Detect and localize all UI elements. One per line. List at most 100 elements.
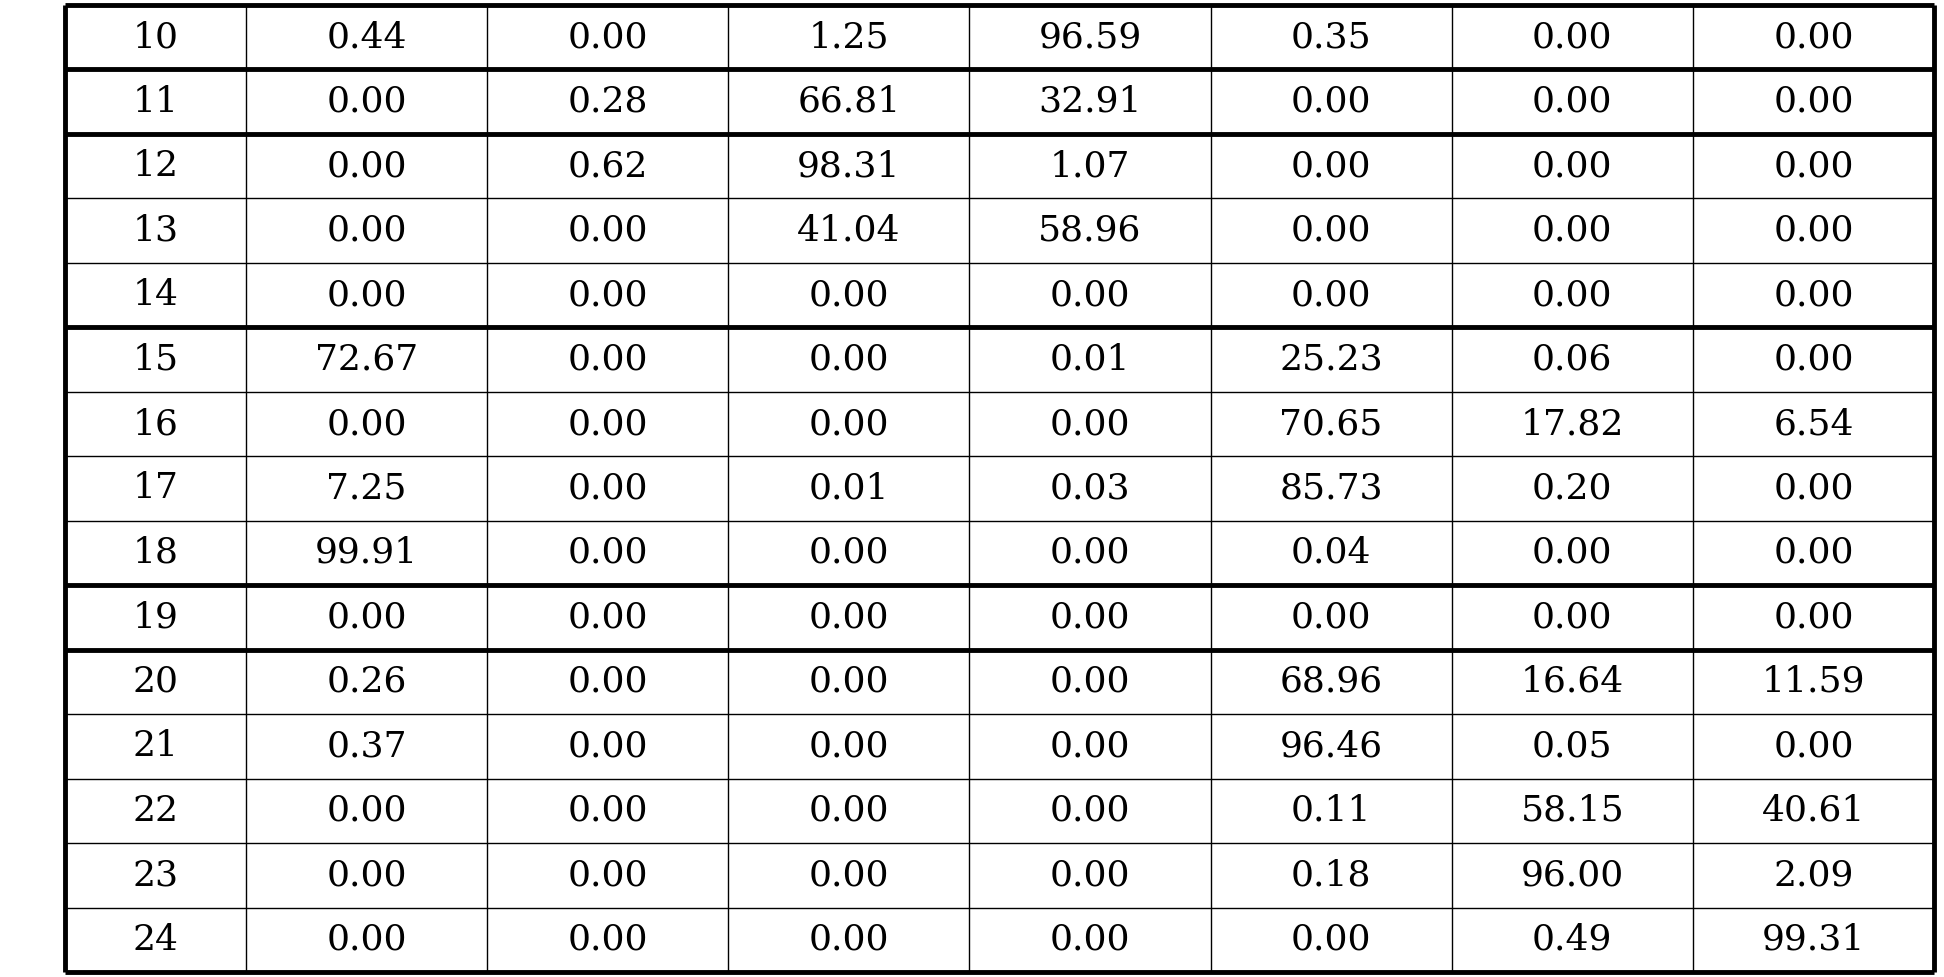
Text: 41.04: 41.04 — [797, 214, 900, 247]
Text: 0.00: 0.00 — [1532, 149, 1612, 183]
Text: 85.73: 85.73 — [1279, 472, 1382, 505]
Text: 0.49: 0.49 — [1532, 922, 1612, 956]
Text: 0.00: 0.00 — [1050, 730, 1129, 763]
Text: 72.67: 72.67 — [315, 343, 418, 376]
Text: 0.00: 0.00 — [568, 536, 647, 570]
Text: 16: 16 — [132, 407, 179, 441]
Text: 0.01: 0.01 — [809, 472, 888, 505]
Text: 10: 10 — [132, 21, 179, 55]
Text: 0.00: 0.00 — [327, 794, 406, 828]
Text: 17: 17 — [132, 472, 179, 505]
Text: 0.20: 0.20 — [1532, 472, 1612, 505]
Text: 18: 18 — [132, 536, 179, 570]
Text: 96.46: 96.46 — [1279, 730, 1382, 763]
Text: 0.00: 0.00 — [1532, 278, 1612, 312]
Text: 0.44: 0.44 — [327, 21, 406, 55]
Text: 12: 12 — [132, 149, 179, 183]
Text: 22: 22 — [132, 794, 179, 828]
Text: 0.00: 0.00 — [1773, 149, 1855, 183]
Text: 32.91: 32.91 — [1038, 85, 1141, 118]
Text: 0.00: 0.00 — [1050, 859, 1129, 892]
Text: 6.54: 6.54 — [1773, 407, 1855, 441]
Text: 0.00: 0.00 — [568, 214, 647, 247]
Text: 0.00: 0.00 — [1532, 85, 1612, 118]
Text: 0.00: 0.00 — [1773, 85, 1855, 118]
Text: 0.62: 0.62 — [568, 149, 647, 183]
Text: 0.00: 0.00 — [568, 730, 647, 763]
Text: 0.00: 0.00 — [1532, 536, 1612, 570]
Text: 0.00: 0.00 — [568, 407, 647, 441]
Text: 0.00: 0.00 — [327, 859, 406, 892]
Text: 0.00: 0.00 — [327, 922, 406, 956]
Text: 0.00: 0.00 — [327, 85, 406, 118]
Text: 20: 20 — [132, 665, 179, 699]
Text: 14: 14 — [132, 278, 179, 312]
Text: 23: 23 — [132, 859, 179, 892]
Text: 0.00: 0.00 — [809, 343, 888, 376]
Text: 15: 15 — [132, 343, 179, 376]
Text: 16.64: 16.64 — [1520, 665, 1623, 699]
Text: 1.07: 1.07 — [1050, 149, 1129, 183]
Text: 0.00: 0.00 — [809, 922, 888, 956]
Text: 0.00: 0.00 — [568, 601, 647, 634]
Text: 0.00: 0.00 — [1050, 665, 1129, 699]
Text: 0.00: 0.00 — [809, 665, 888, 699]
Text: 0.00: 0.00 — [1291, 214, 1371, 247]
Text: 66.81: 66.81 — [797, 85, 900, 118]
Text: 25.23: 25.23 — [1279, 343, 1382, 376]
Text: 40.61: 40.61 — [1761, 794, 1864, 828]
Text: 0.00: 0.00 — [1773, 21, 1855, 55]
Text: 0.00: 0.00 — [568, 794, 647, 828]
Text: 0.00: 0.00 — [1773, 536, 1855, 570]
Text: 0.06: 0.06 — [1532, 343, 1612, 376]
Text: 0.00: 0.00 — [1050, 407, 1129, 441]
Text: 0.00: 0.00 — [327, 149, 406, 183]
Text: 19: 19 — [132, 601, 179, 634]
Text: 0.00: 0.00 — [568, 472, 647, 505]
Text: 0.00: 0.00 — [327, 601, 406, 634]
Text: 0.00: 0.00 — [1291, 278, 1371, 312]
Text: 68.96: 68.96 — [1279, 665, 1382, 699]
Text: 0.00: 0.00 — [1773, 730, 1855, 763]
Text: 99.31: 99.31 — [1761, 922, 1864, 956]
Text: 0.00: 0.00 — [327, 407, 406, 441]
Text: 0.00: 0.00 — [1773, 343, 1855, 376]
Text: 58.96: 58.96 — [1038, 214, 1141, 247]
Text: 0.00: 0.00 — [1532, 214, 1612, 247]
Text: 0.00: 0.00 — [1050, 278, 1129, 312]
Text: 0.04: 0.04 — [1291, 536, 1371, 570]
Text: 0.01: 0.01 — [1050, 343, 1129, 376]
Text: 0.00: 0.00 — [1050, 601, 1129, 634]
Text: 0.03: 0.03 — [1050, 472, 1129, 505]
Text: 0.00: 0.00 — [1773, 214, 1855, 247]
Text: 0.00: 0.00 — [568, 859, 647, 892]
Text: 0.00: 0.00 — [809, 794, 888, 828]
Text: 0.00: 0.00 — [1773, 601, 1855, 634]
Text: 0.05: 0.05 — [1532, 730, 1614, 763]
Text: 0.28: 0.28 — [568, 85, 647, 118]
Text: 0.00: 0.00 — [809, 859, 888, 892]
Text: 0.00: 0.00 — [568, 278, 647, 312]
Text: 0.00: 0.00 — [809, 278, 888, 312]
Text: 70.65: 70.65 — [1279, 407, 1382, 441]
Text: 17.82: 17.82 — [1520, 407, 1623, 441]
Text: 0.26: 0.26 — [327, 665, 406, 699]
Text: 0.00: 0.00 — [568, 21, 647, 55]
Text: 0.37: 0.37 — [327, 730, 406, 763]
Text: 0.18: 0.18 — [1291, 859, 1371, 892]
Text: 58.15: 58.15 — [1520, 794, 1623, 828]
Text: 0.00: 0.00 — [568, 665, 647, 699]
Text: 0.00: 0.00 — [327, 278, 406, 312]
Text: 0.00: 0.00 — [568, 343, 647, 376]
Text: 0.00: 0.00 — [1291, 149, 1371, 183]
Text: 7.25: 7.25 — [327, 472, 406, 505]
Text: 2.09: 2.09 — [1773, 859, 1855, 892]
Text: 0.00: 0.00 — [1050, 922, 1129, 956]
Text: 11.59: 11.59 — [1761, 665, 1864, 699]
Text: 13: 13 — [132, 214, 179, 247]
Text: 0.35: 0.35 — [1291, 21, 1371, 55]
Text: 0.00: 0.00 — [809, 601, 888, 634]
Text: 0.00: 0.00 — [1532, 601, 1612, 634]
Text: 0.00: 0.00 — [1291, 922, 1371, 956]
Text: 0.00: 0.00 — [1773, 472, 1855, 505]
